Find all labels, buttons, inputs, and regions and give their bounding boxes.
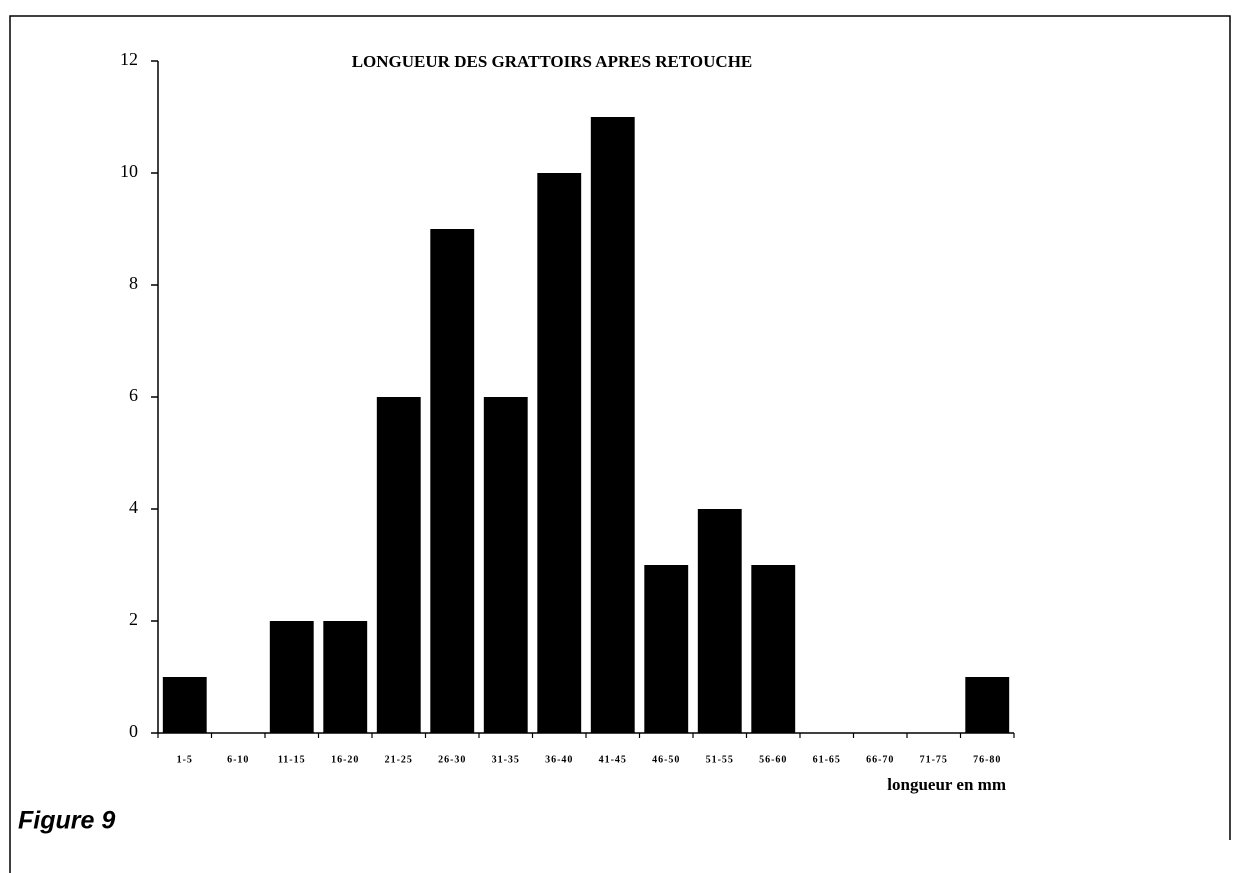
bar: [323, 621, 368, 733]
y-tick-label: 2: [129, 609, 138, 629]
x-tick-label: 1-5: [177, 754, 193, 765]
x-tick-label: 6-10: [227, 754, 249, 765]
bar: [537, 173, 582, 733]
x-tick-label: 21-25: [385, 754, 413, 765]
bar: [162, 677, 207, 733]
x-tick-label: 56-60: [759, 754, 787, 765]
x-tick-label: 76-80: [973, 754, 1001, 765]
x-tick-label: 26-30: [438, 754, 466, 765]
bar: [590, 117, 635, 733]
y-tick-label: 8: [129, 273, 138, 293]
x-tick-label: 46-50: [652, 754, 680, 765]
y-tick-label: 4: [129, 497, 138, 517]
x-tick-label: 66-70: [866, 754, 894, 765]
bar: [697, 509, 742, 733]
figure-caption: Figure 9: [18, 807, 115, 835]
y-tick-label: 0: [129, 721, 138, 741]
y-tick-label: 12: [120, 49, 138, 69]
bar: [483, 397, 528, 733]
bar: [376, 397, 421, 733]
y-tick-label: 10: [120, 161, 138, 181]
frame: [9, 15, 1231, 873]
x-tick-label: 41-45: [599, 754, 627, 765]
bar: [430, 229, 475, 733]
x-tick-label: 51-55: [706, 754, 734, 765]
y-tick-label: 6: [129, 385, 138, 405]
bar: [269, 621, 314, 733]
x-tick-label: 71-75: [920, 754, 948, 765]
x-tick-label: 31-35: [492, 754, 520, 765]
x-tick-label: 36-40: [545, 754, 573, 765]
chart-title: LONGUEUR DES GRATTOIRS APRES RETOUCHE: [352, 52, 753, 71]
bar: [965, 677, 1010, 733]
x-tick-label: 11-15: [278, 754, 306, 765]
bar: [644, 565, 689, 733]
x-tick-label: 61-65: [813, 754, 841, 765]
x-axis-label: longueur en mm: [887, 775, 1006, 794]
bar: [751, 565, 796, 733]
x-tick-label: 16-20: [331, 754, 359, 765]
